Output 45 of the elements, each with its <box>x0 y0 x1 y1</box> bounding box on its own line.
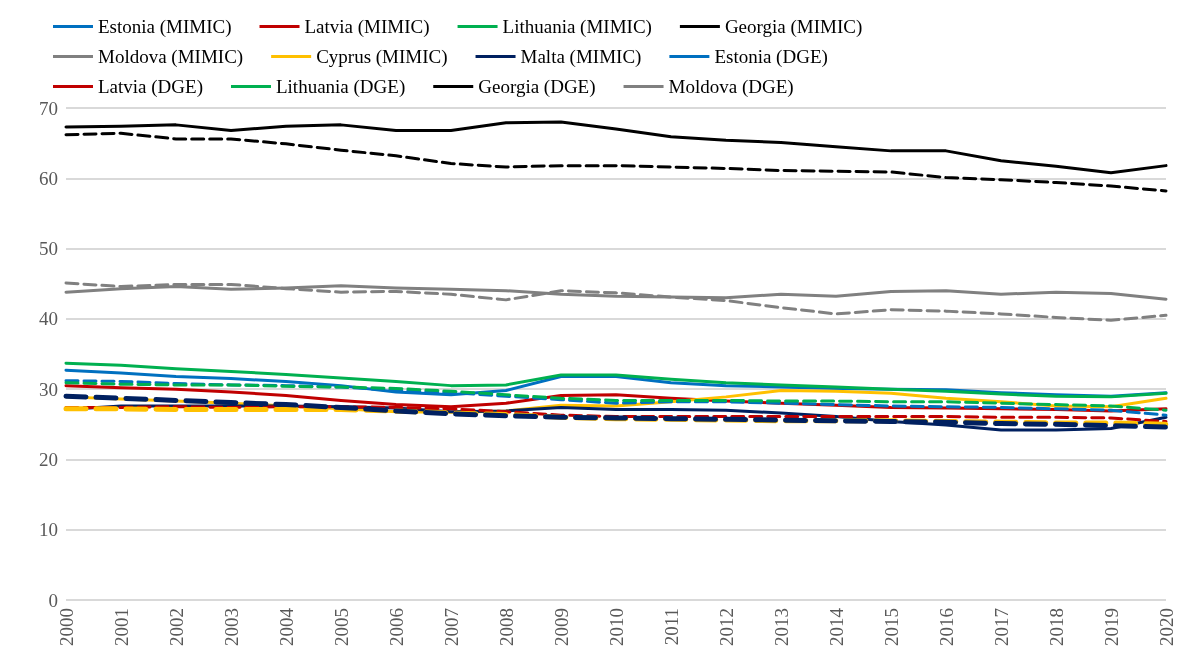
x-tick-label: 2004 <box>275 607 297 646</box>
y-tick-label: 60 <box>39 167 58 189</box>
x-tick-label: 2012 <box>715 608 737 646</box>
y-tick-label: 70 <box>39 97 58 119</box>
y-tick-label: 40 <box>39 308 58 330</box>
x-tick-label: 2019 <box>1100 608 1122 646</box>
x-tick-label: 2017 <box>990 608 1012 646</box>
x-tick-label: 2002 <box>165 608 187 646</box>
y-tick-label: 10 <box>39 519 58 541</box>
x-tick-label: 2018 <box>1045 608 1067 646</box>
x-tick-label: 2007 <box>440 608 462 646</box>
line-series <box>64 120 1168 175</box>
legend-label: Moldova (MIMIC) <box>98 46 244 68</box>
x-tick-label: 2000 <box>55 608 77 646</box>
x-tick-label: 2005 <box>330 608 352 646</box>
legend-label: Estonia (DGE) <box>714 46 828 68</box>
x-tick-label: 2003 <box>220 608 242 646</box>
y-tick-label: 50 <box>39 238 58 260</box>
legend-label: Latvia (DGE) <box>98 76 203 98</box>
x-tick-label: 2011 <box>660 608 682 646</box>
legend-label: Lithuania (DGE) <box>275 76 406 98</box>
y-tick-label: 30 <box>39 378 58 400</box>
legend-label: Estonia (MIMIC) <box>98 16 232 38</box>
x-tick-label: 2013 <box>770 608 792 646</box>
line-series <box>64 361 1168 399</box>
legend-label: Latvia (MIMIC) <box>304 16 430 38</box>
x-tick-label: 2009 <box>550 608 572 646</box>
line-series <box>64 131 1168 193</box>
y-tick-label: 20 <box>39 448 58 470</box>
x-tick-label: 2016 <box>935 608 957 646</box>
x-tick-label: 2008 <box>495 608 517 646</box>
line-series <box>64 281 1168 322</box>
legend-label: Malta (MIMIC) <box>520 46 642 68</box>
x-tick-label: 2014 <box>825 607 847 646</box>
legend-label: Georgia (MIMIC) <box>724 16 863 38</box>
legend-label: Georgia (DGE) <box>478 76 596 98</box>
x-tick-label: 2010 <box>605 608 627 646</box>
x-tick-label: 2015 <box>880 608 902 646</box>
legend-label: Moldova (DGE) <box>668 76 794 98</box>
legend-label: Cyprus (MIMIC) <box>316 46 448 68</box>
x-tick-label: 2020 <box>1155 608 1177 646</box>
x-tick-label: 2006 <box>385 608 407 646</box>
x-tick-label: 2001 <box>110 608 132 646</box>
legend-label: Lithuania (MIMIC) <box>502 16 652 38</box>
y-tick-label: 0 <box>48 589 58 611</box>
